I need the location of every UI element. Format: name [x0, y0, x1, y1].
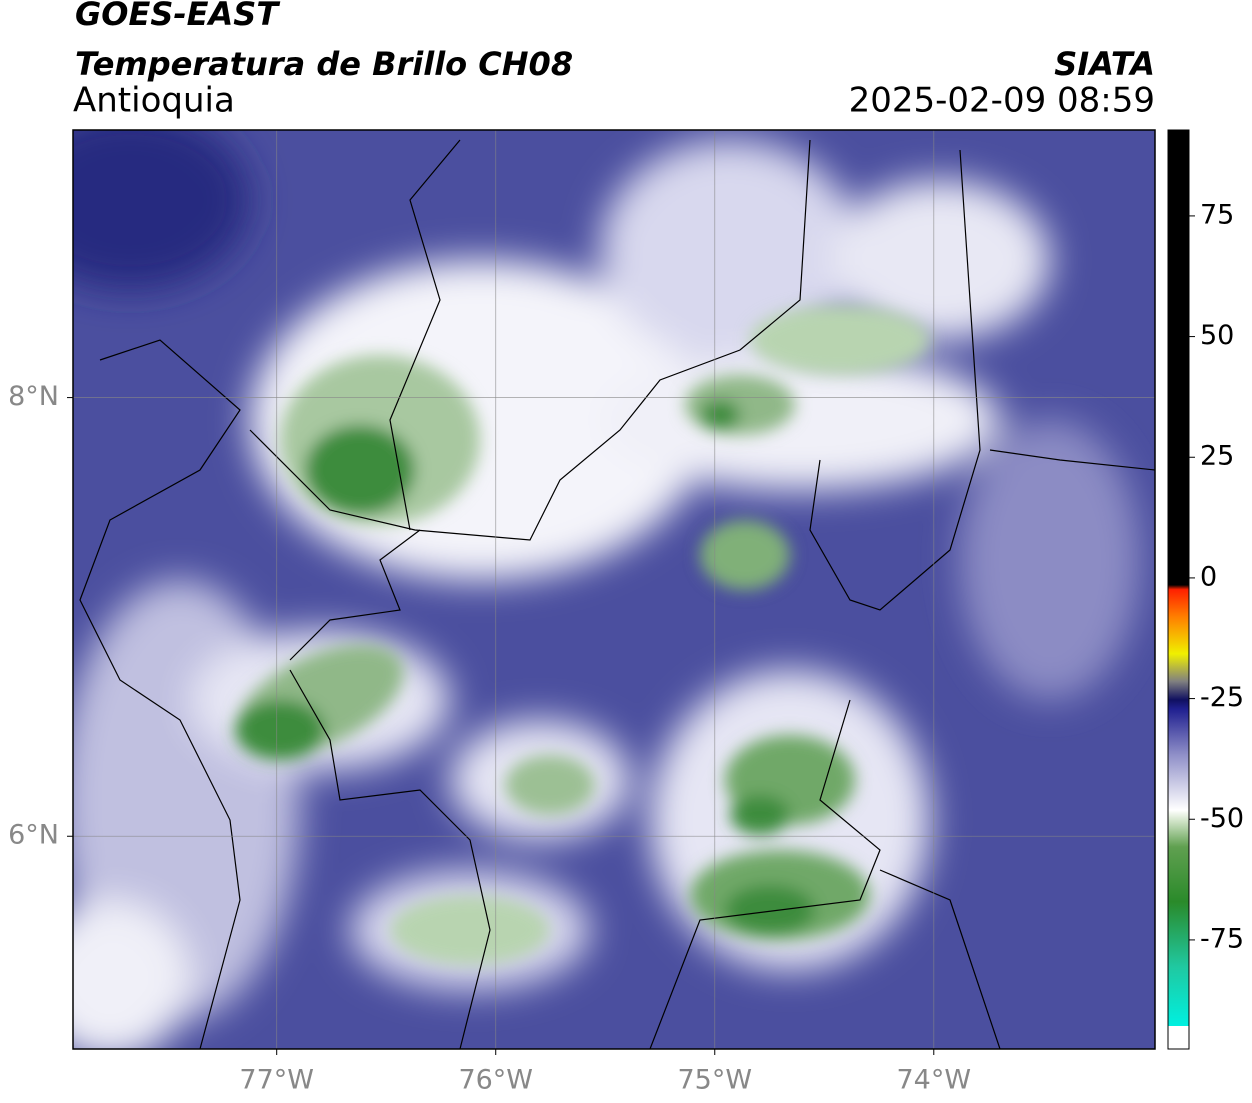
satellite-image [73, 130, 1155, 1049]
colorbar-tick-label: -50 [1200, 803, 1244, 834]
colorbar-tick-label: 50 [1200, 320, 1234, 351]
region: Antioquia [73, 81, 235, 121]
lat-tick-label: 6°N [8, 820, 59, 851]
datetime: 2025-02-09 08:59 [849, 81, 1155, 121]
colorbar [1167, 129, 1190, 1050]
title: GOES-EAST [75, 0, 280, 33]
colorbar-tick-label: -25 [1200, 682, 1244, 713]
map-frame [72, 129, 1156, 1050]
colorbar-tick-label: 0 [1200, 561, 1217, 592]
lat-tick-label: 8°N [8, 381, 59, 412]
lon-tick-label: 75°W [677, 1065, 752, 1096]
colorbar-tick-label: -75 [1200, 923, 1244, 954]
subtitle: Temperatura de Brillo CH08 [75, 45, 573, 83]
colorbar-tick-label: 75 [1200, 199, 1234, 230]
lon-tick-label: 76°W [458, 1065, 533, 1096]
lon-tick-label: 74°W [897, 1065, 972, 1096]
source: SIATA [1054, 45, 1155, 83]
colorbar-tick-label: 25 [1200, 441, 1234, 472]
lon-tick-label: 77°W [239, 1065, 314, 1096]
